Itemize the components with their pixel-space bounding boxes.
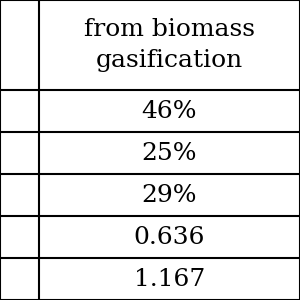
Text: 1.167: 1.167 (134, 268, 205, 290)
Text: 0.636: 0.636 (134, 226, 205, 248)
Text: 46%: 46% (142, 100, 197, 122)
Text: 25%: 25% (142, 142, 197, 164)
Text: 29%: 29% (142, 184, 197, 206)
Text: from biomass
gasification: from biomass gasification (84, 18, 255, 72)
